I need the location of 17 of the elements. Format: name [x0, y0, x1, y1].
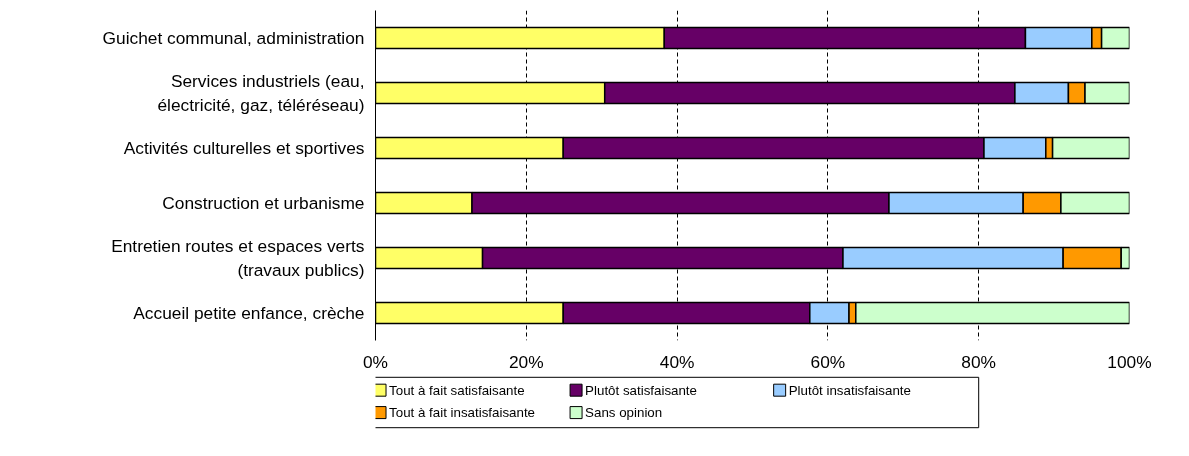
- y-tick-label: Activités culturelles et sportives: [123, 138, 365, 158]
- legend-label: Tout à fait satisfaisante: [389, 382, 525, 398]
- y-tick-label: Construction et urbanisme: [162, 193, 365, 213]
- legend-label: Tout à fait insatisfaisante: [389, 405, 536, 421]
- x-tick-label: 40%: [659, 351, 695, 372]
- legend-label: Plutôt insatisfaisante: [788, 382, 911, 398]
- legend-label: Plutôt satisfaisante: [585, 382, 697, 398]
- y-tick-label: Services industriels (eau, électricité, gaz, téléréseau): [157, 71, 365, 115]
- x-tick-label: 0%: [362, 351, 389, 372]
- x-tick-label: 20%: [508, 351, 544, 372]
- y-tick-label: Guichet communal, administration: [102, 28, 365, 48]
- y-tick-label: Accueil petite enfance, crèche: [133, 303, 365, 323]
- legend-label: Sans opinion: [585, 405, 663, 421]
- y-tick-label: Entretien routes et espaces verts (travaux publics): [111, 236, 365, 280]
- x-tick-label: 100%: [1107, 351, 1152, 372]
- x-tick-label: 80%: [961, 351, 997, 372]
- x-tick-label: 60%: [810, 351, 846, 372]
